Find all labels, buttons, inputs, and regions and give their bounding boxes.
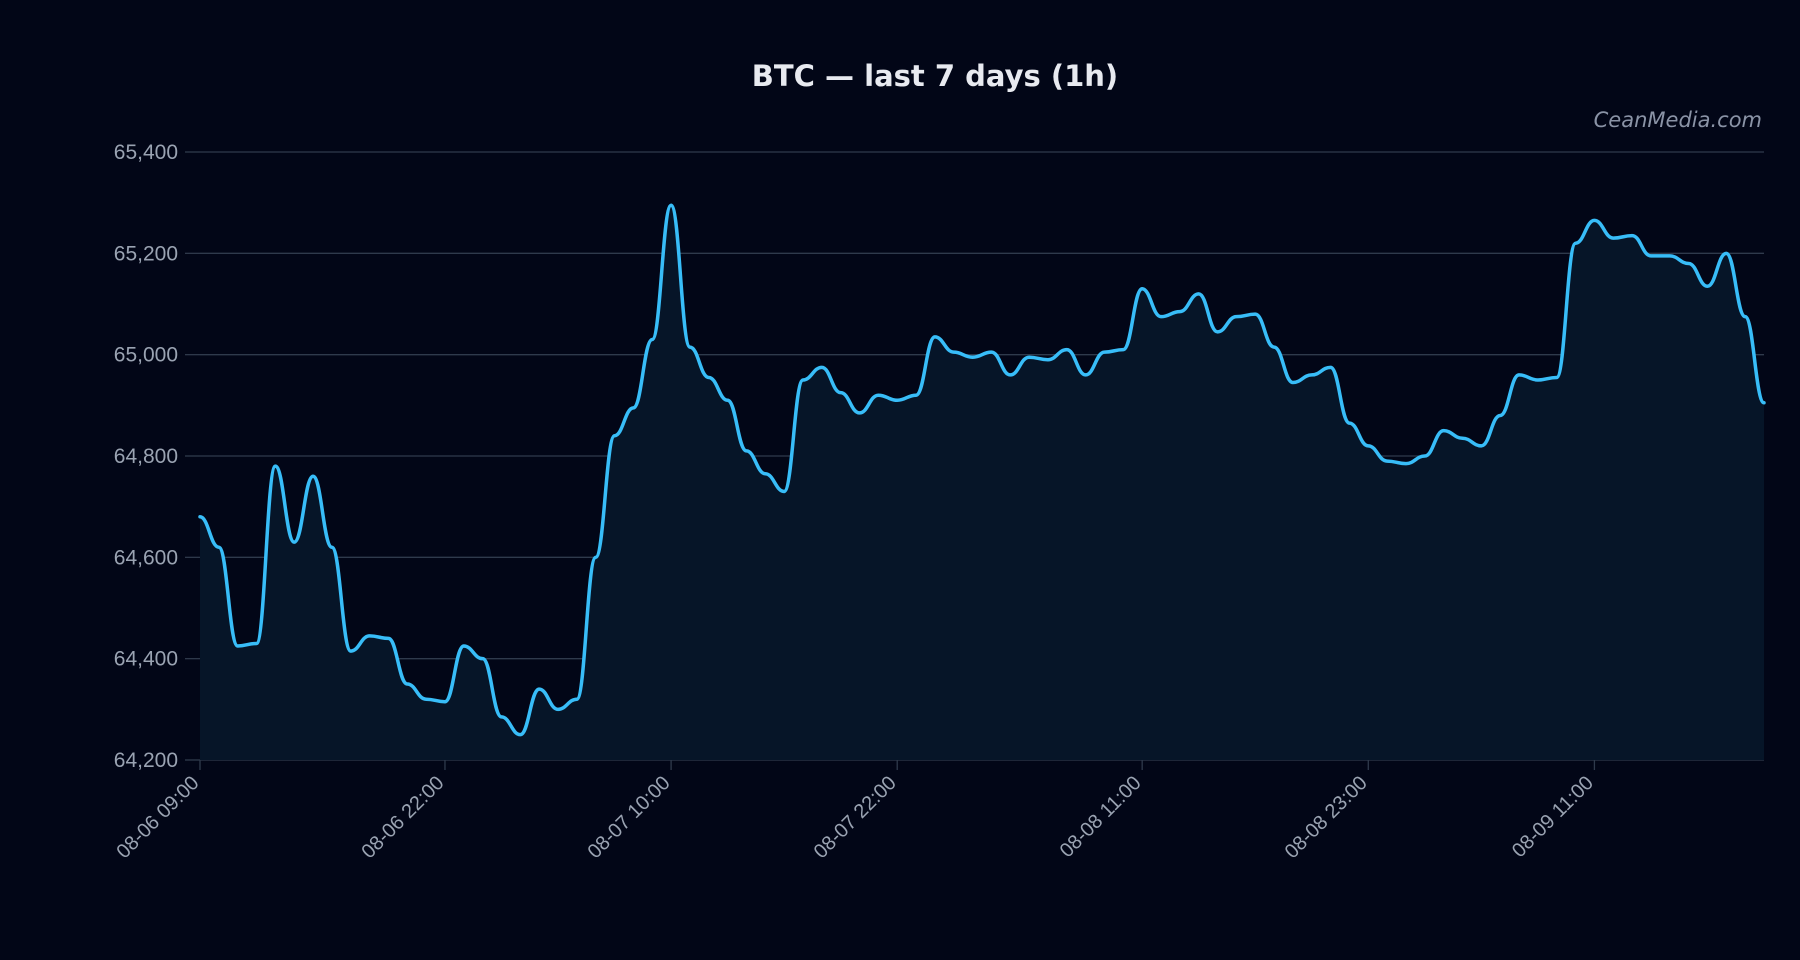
- y-tick-label: 64,800: [114, 445, 178, 468]
- y-tick-label: 64,200: [114, 749, 178, 772]
- y-axis-ticks: 64,200 64,400 64,600 64,800 65,000 65,200 65,4…: [114, 141, 200, 772]
- y-tick-label: 65,400: [114, 141, 178, 164]
- y-tick-label: 65,200: [114, 242, 178, 265]
- y-tick-label: 64,600: [114, 546, 178, 569]
- price-line-series: [198, 203, 1766, 737]
- y-tick-label: 65,000: [114, 344, 178, 367]
- chart-title: BTC — last 7 days (1h): [752, 59, 1118, 93]
- watermark-text: CeanMedia.com: [1594, 108, 1762, 132]
- y-tick-label: 64,400: [114, 648, 178, 671]
- price-area-fill: [200, 205, 1764, 760]
